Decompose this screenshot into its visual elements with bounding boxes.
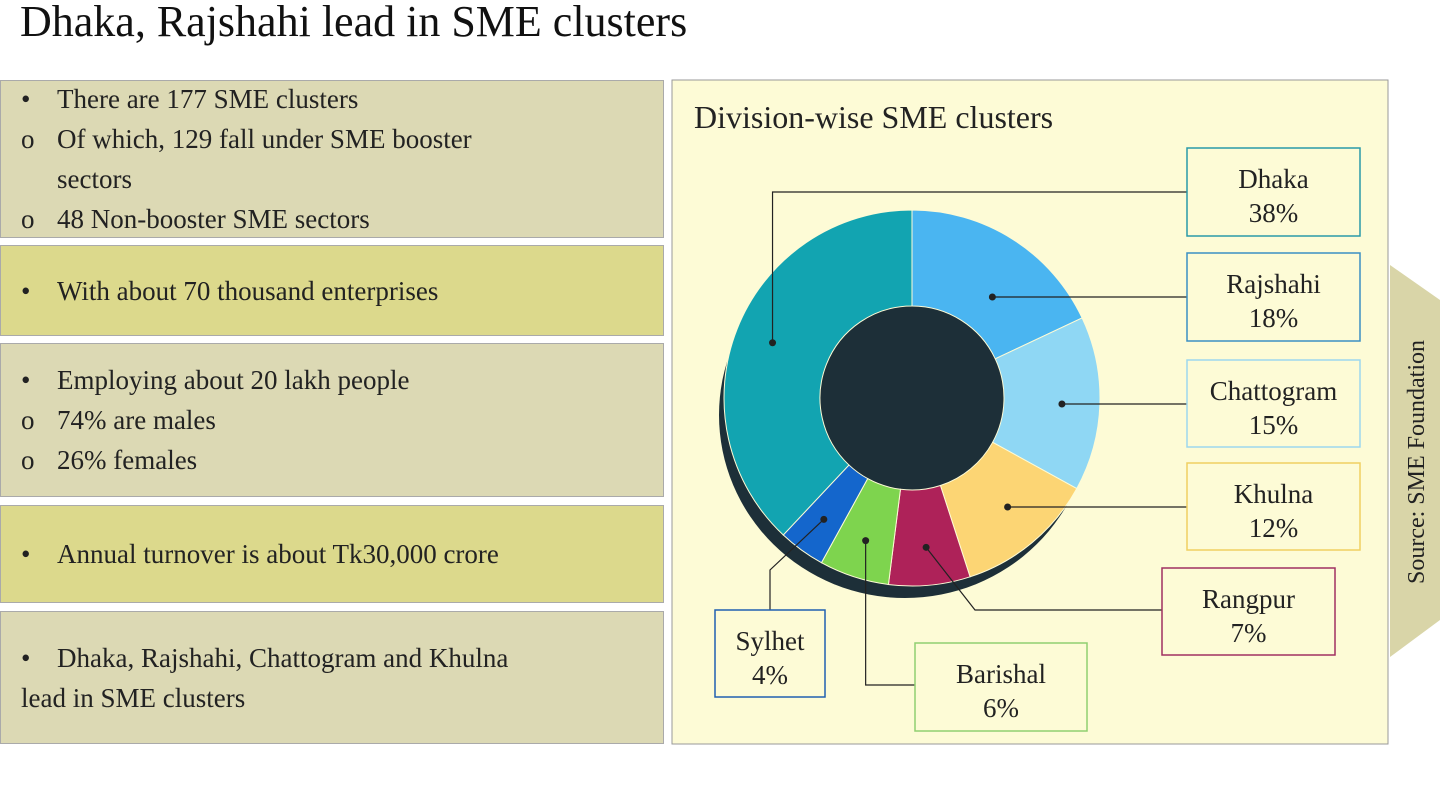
bullet: o [21, 124, 35, 154]
fact-text: Dhaka, Rajshahi, Chattogram and Khulna l… [21, 642, 509, 713]
fact-text: Employing about 20 lakh people [57, 365, 410, 395]
legend-label: Barishal [956, 659, 1046, 689]
fact-item: • Annual turnover is about Tk30,000 crore [21, 534, 511, 574]
fact-text: 26% females [57, 445, 198, 475]
legend-label: Rajshahi [1226, 269, 1321, 299]
value-label: 6% [983, 693, 1019, 723]
source-tab [1390, 265, 1440, 657]
label-box [714, 609, 826, 698]
slice [991, 317, 1101, 490]
legend-label: Chattogram [1210, 376, 1337, 406]
page-title: Dhaka, Rajshahi lead in SME clusters [20, 0, 688, 46]
fact-item: • Employing about 20 lakh people [21, 360, 511, 400]
value-label: 38% [1249, 198, 1299, 228]
bullet: • [21, 84, 31, 114]
label-box [1186, 147, 1361, 237]
fact-panel: • With about 70 thousand enterprises [0, 245, 664, 336]
bullet: o [21, 405, 35, 435]
fact-text: Annual turnover is about Tk30,000 crore [57, 539, 499, 569]
value-label: 7% [1231, 618, 1267, 648]
value-label: 12% [1249, 513, 1299, 543]
fact-item: o 26% females [21, 440, 511, 480]
legend-label: Rangpur [1202, 584, 1295, 614]
fact-text: There are 177 SME clusters [57, 84, 359, 114]
fact-text: 74% are males [57, 405, 216, 435]
fact-text: Of which, 129 fall under SME booster sec… [57, 124, 472, 194]
slice [911, 209, 1083, 360]
bullet: • [21, 275, 31, 306]
bullet: • [21, 539, 31, 569]
fact-item: o Of which, 129 fall under SME booster se… [21, 119, 511, 199]
leader-dot [922, 543, 930, 551]
leader-dot [1004, 503, 1012, 511]
fact-panel: • Dhaka, Rajshahi, Chattogram and Khulna … [0, 611, 664, 744]
legend-label: Khulna [1234, 479, 1314, 509]
fact-panel: • Annual turnover is about Tk30,000 crore [0, 505, 664, 603]
bullet: • [21, 642, 31, 673]
fact-text: 48 Non-booster SME sectors [57, 204, 370, 234]
leader-line [771, 191, 1187, 343]
fact-item: o 74% are males [21, 400, 511, 440]
label-box [1161, 567, 1336, 656]
bullet: o [21, 204, 35, 234]
label-box [1186, 462, 1361, 551]
leader-line [769, 518, 825, 610]
label-box [914, 642, 1088, 732]
leader-dot [862, 537, 870, 545]
leader-line [865, 540, 915, 686]
bullet: o [21, 445, 35, 475]
value-label: 15% [1249, 410, 1299, 440]
leader-dot [820, 515, 828, 523]
fact-panel: • There are 177 SME clusters o Of which, 12… [0, 80, 664, 238]
leader-dot [1058, 400, 1066, 408]
bullet: • [21, 365, 31, 395]
source: Source: SME Foundation [1404, 340, 1430, 584]
legend-label: Sylhet [735, 626, 805, 656]
fact-panel: • Employing about 20 lakh people o 74% are … [0, 343, 664, 497]
value-label: 4% [752, 660, 788, 690]
value-label: 18% [1249, 303, 1299, 333]
fact-item: o 48 Non-booster SME sectors [21, 199, 511, 239]
leader-dot [769, 339, 777, 347]
slice [723, 209, 913, 536]
leader-dot [988, 293, 996, 301]
label-box [1186, 359, 1361, 448]
chart-title: Division-wise SME clusters [694, 99, 1053, 135]
legend-label: Dhaka [1238, 164, 1308, 194]
fact-item: • Dhaka, Rajshahi, Chattogram and Khulna … [21, 638, 511, 718]
fact-item: • With about 70 thousand enterprises [21, 271, 511, 311]
fact-text: With about 70 thousand enterprises [57, 275, 439, 306]
label-box [1186, 252, 1361, 342]
leader-line [925, 546, 1162, 611]
fact-item: • There are 177 SME clusters [21, 79, 511, 119]
